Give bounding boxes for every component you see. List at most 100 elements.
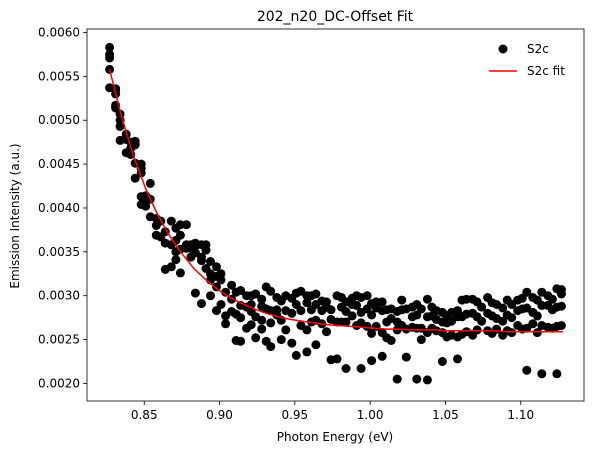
legend: S2c S2c fit bbox=[489, 42, 565, 78]
data-point bbox=[266, 318, 276, 328]
data-point bbox=[257, 294, 267, 304]
data-point bbox=[392, 374, 402, 384]
data-point bbox=[352, 300, 362, 310]
data-point bbox=[472, 325, 482, 335]
data-point bbox=[281, 325, 291, 335]
data-point bbox=[341, 317, 351, 327]
data-point bbox=[251, 333, 261, 343]
data-point bbox=[130, 140, 140, 150]
legend-label-s2c-fit: S2c fit bbox=[527, 64, 565, 78]
x-axis: 0.85 0.90 0.95 1.00 1.05 1.10 bbox=[131, 401, 534, 422]
plot-frame bbox=[86, 28, 585, 402]
data-point bbox=[532, 311, 542, 321]
data-point bbox=[236, 286, 246, 295]
data-point bbox=[453, 354, 462, 364]
x-tick-label: 1.00 bbox=[357, 408, 384, 422]
data-point bbox=[311, 340, 321, 350]
data-point bbox=[105, 42, 115, 52]
data-point bbox=[190, 288, 200, 298]
y-tick-label: 0.0050 bbox=[38, 113, 80, 127]
x-tick-label: 1.05 bbox=[432, 408, 459, 422]
data-point bbox=[141, 201, 151, 211]
data-point bbox=[291, 350, 301, 360]
data-point bbox=[105, 53, 115, 63]
data-point bbox=[532, 328, 542, 338]
data-point bbox=[397, 295, 407, 305]
data-point bbox=[347, 311, 357, 321]
data-point bbox=[401, 352, 411, 362]
y-tick-label: 0.0055 bbox=[38, 69, 80, 83]
data-point bbox=[453, 306, 462, 316]
data-point bbox=[236, 313, 246, 323]
x-tick-label: 1.10 bbox=[507, 408, 534, 422]
data-point bbox=[507, 328, 517, 338]
data-point bbox=[416, 304, 426, 314]
data-point bbox=[341, 364, 351, 373]
data-point bbox=[212, 282, 221, 292]
data-point bbox=[287, 308, 297, 318]
data-point bbox=[362, 321, 372, 331]
y-tick-label: 0.0045 bbox=[38, 157, 80, 171]
data-point bbox=[556, 289, 566, 299]
data-point bbox=[412, 374, 422, 384]
data-point bbox=[477, 316, 487, 326]
data-point bbox=[302, 347, 312, 357]
data-point bbox=[115, 121, 125, 131]
data-point bbox=[386, 336, 396, 345]
legend-label-s2c: S2c bbox=[527, 42, 549, 56]
data-point bbox=[367, 310, 377, 320]
data-point bbox=[498, 303, 508, 313]
data-point bbox=[311, 289, 321, 299]
data-point bbox=[547, 294, 557, 304]
y-tick-label: 0.0040 bbox=[38, 201, 80, 215]
data-point bbox=[145, 178, 155, 188]
data-point bbox=[507, 313, 517, 323]
data-point bbox=[556, 321, 566, 330]
y-tick-label: 0.0020 bbox=[38, 376, 80, 390]
data-point bbox=[377, 351, 387, 361]
data-point bbox=[367, 328, 377, 338]
data-point bbox=[528, 319, 538, 329]
y-tick-label: 0.0035 bbox=[38, 245, 80, 259]
data-point bbox=[332, 354, 342, 364]
data-point bbox=[227, 280, 237, 290]
data-point bbox=[130, 173, 140, 183]
data-point bbox=[257, 324, 267, 334]
scatter-points bbox=[105, 42, 566, 385]
data-point bbox=[522, 365, 532, 375]
data-point bbox=[201, 245, 211, 255]
data-point bbox=[197, 299, 206, 309]
data-point bbox=[166, 216, 176, 226]
data-point bbox=[221, 287, 231, 297]
data-point bbox=[266, 286, 276, 296]
data-point bbox=[556, 301, 566, 311]
y-axis: 0.0020 0.0025 0.0030 0.0035 0.0040 0.0045 0.00… bbox=[38, 26, 87, 390]
data-point bbox=[181, 220, 191, 230]
data-point bbox=[197, 256, 206, 266]
x-tick-label: 0.85 bbox=[131, 408, 158, 422]
data-point bbox=[367, 356, 377, 366]
y-tick-label: 0.0060 bbox=[38, 26, 80, 40]
data-point bbox=[326, 305, 336, 315]
data-point bbox=[276, 335, 286, 345]
x-axis-label: Photon Energy (eV) bbox=[277, 430, 393, 444]
data-point bbox=[175, 230, 185, 240]
data-point bbox=[302, 325, 312, 335]
data-point bbox=[498, 316, 508, 326]
data-point bbox=[206, 291, 215, 301]
data-point bbox=[175, 268, 185, 278]
data-point bbox=[160, 227, 170, 237]
data-point bbox=[206, 257, 215, 266]
x-tick-label: 0.95 bbox=[281, 408, 308, 422]
data-point bbox=[522, 287, 532, 297]
data-point bbox=[362, 291, 372, 301]
data-point bbox=[356, 364, 366, 373]
chart-title: 202_n20_DC-Offset Fit bbox=[257, 9, 414, 25]
data-point bbox=[246, 320, 256, 330]
data-point bbox=[422, 294, 432, 304]
data-point bbox=[302, 298, 312, 308]
legend-marker-s2c bbox=[498, 44, 508, 54]
y-tick-label: 0.0025 bbox=[38, 333, 80, 347]
data-point bbox=[322, 327, 331, 337]
